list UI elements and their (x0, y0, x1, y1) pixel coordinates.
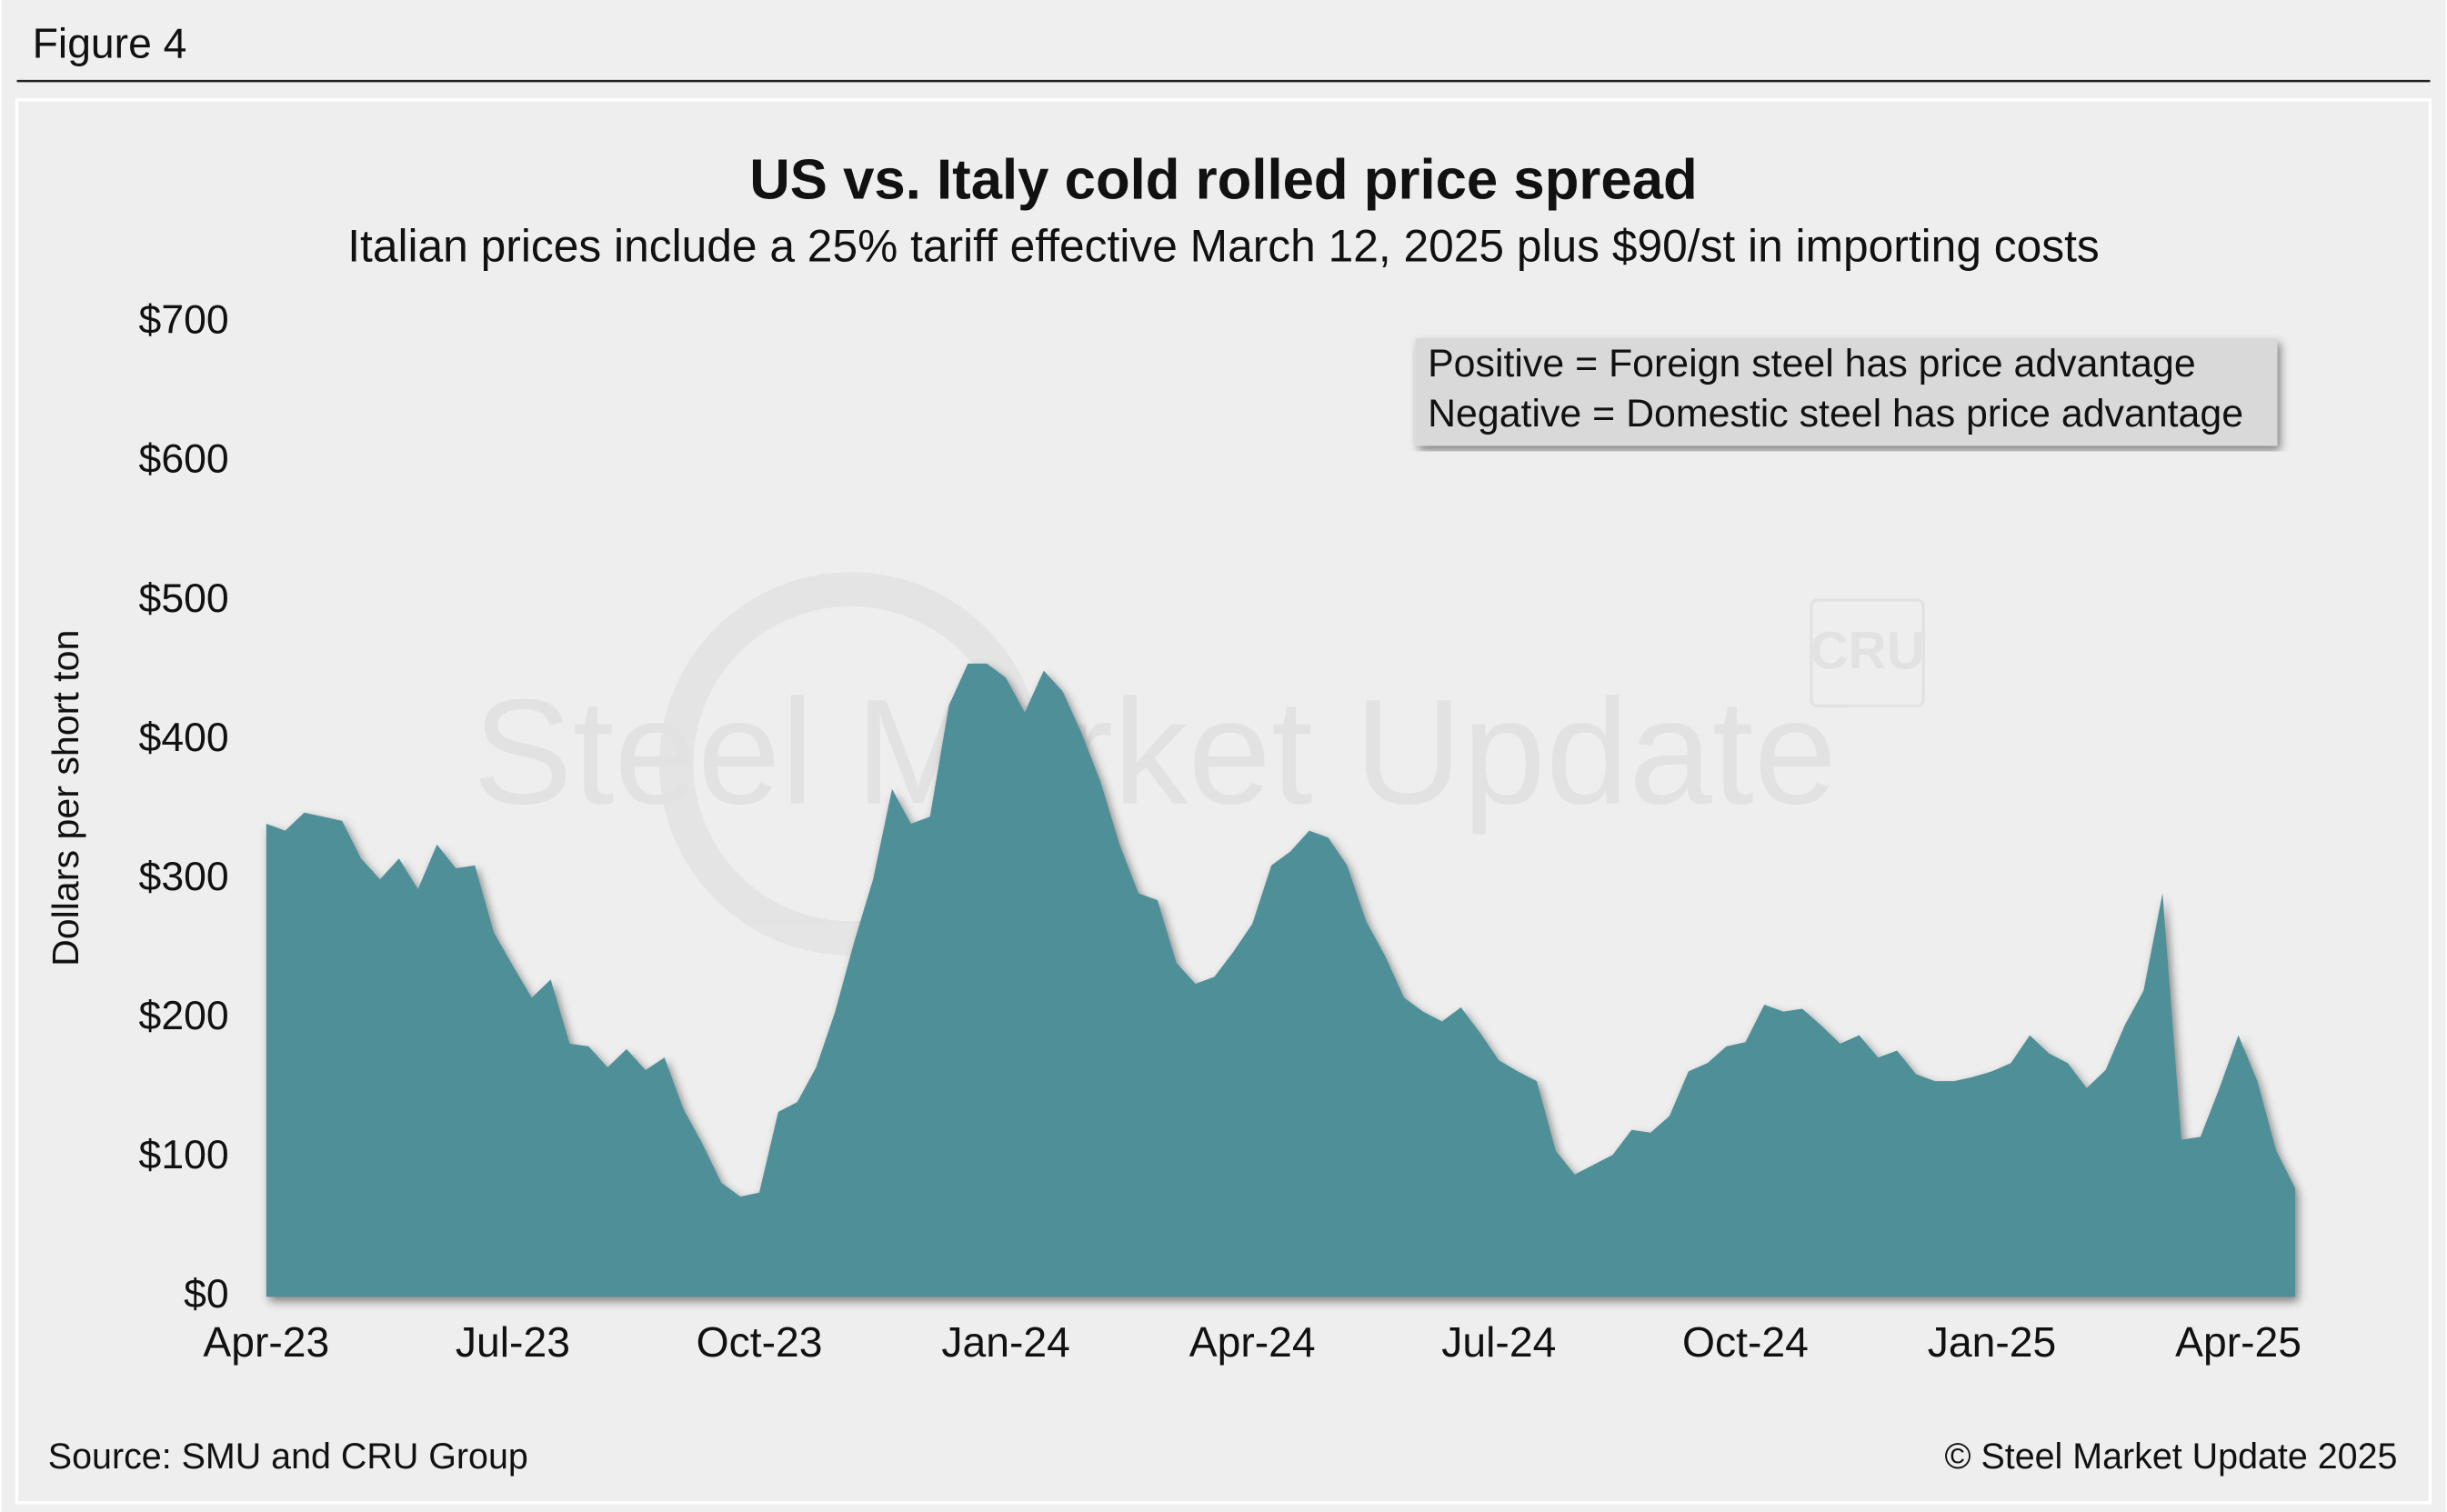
y-tick-label: $600 (139, 437, 229, 482)
annotation: Negative = Domestic steel has price adva… (1428, 392, 2243, 436)
x-tick-label: Oct-23 (697, 1318, 823, 1366)
y-tick-label: $400 (139, 716, 229, 760)
copyright: © Steel Market Update 2025 (1944, 1437, 2397, 1477)
chart-subtitle: Italian prices include a 25% tariff effe… (347, 220, 2100, 271)
logo-box (1810, 598, 1925, 708)
x-tick-label: Apr-24 (1189, 1318, 1316, 1366)
y-tick-label: $700 (139, 298, 229, 343)
watermark: Steel Market Update (473, 668, 1837, 836)
source: Source: SMU and CRU Group (48, 1437, 528, 1477)
y-axis-label: Dollars per short ton (45, 630, 86, 966)
x-tick-label: Jul-23 (456, 1318, 570, 1366)
y-tick-label: $200 (139, 994, 229, 1038)
annotation-box (1415, 338, 2278, 446)
y-tick-label: $300 (139, 855, 229, 899)
x-tick-label: Jan-24 (941, 1318, 1069, 1366)
x-tick-label: Apr-23 (203, 1318, 329, 1366)
y-tick-label: $500 (139, 576, 229, 621)
y-tick-label: $0 (184, 1272, 229, 1317)
x-tick-label: Jan-25 (1928, 1318, 2056, 1366)
logo: CRU (1810, 621, 1924, 680)
watermark-group: Steel Market Update CRU (473, 572, 1925, 956)
x-tick-label: Oct-24 (1682, 1318, 1809, 1366)
annotation: Positive = Foreign steel has price advan… (1428, 342, 2196, 386)
figure-label: Figure 4 (33, 20, 187, 67)
x-tick-label: Apr-25 (2175, 1318, 2302, 1366)
chart-title: US vs. Italy cold rolled price spread (749, 149, 1697, 212)
y-tick-label: $100 (139, 1133, 229, 1177)
x-tick-label: Jul-24 (1441, 1318, 1556, 1366)
area (266, 663, 2296, 1297)
